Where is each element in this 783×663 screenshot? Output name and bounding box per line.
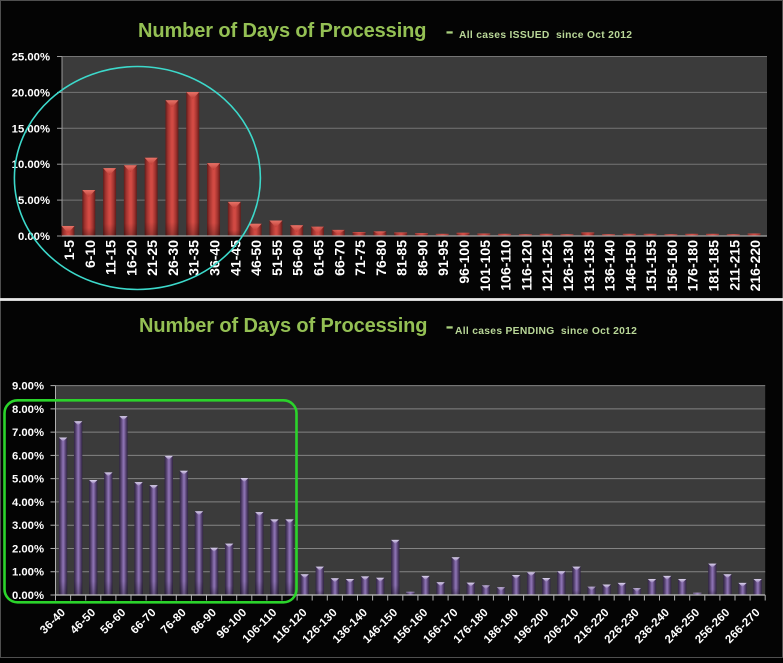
svg-text:66-70: 66-70 bbox=[331, 240, 347, 276]
svg-text:9.00%: 9.00% bbox=[12, 381, 44, 393]
svg-text:121-125: 121-125 bbox=[539, 240, 555, 292]
svg-text:4.00%: 4.00% bbox=[12, 497, 44, 509]
svg-text:16-20: 16-20 bbox=[123, 240, 139, 276]
svg-text:3.00%: 3.00% bbox=[12, 520, 44, 532]
svg-text:146-150: 146-150 bbox=[622, 240, 638, 292]
svg-text:26-30: 26-30 bbox=[165, 240, 181, 276]
svg-text:126-130: 126-130 bbox=[560, 240, 576, 292]
svg-text:25.00%: 25.00% bbox=[12, 52, 50, 64]
svg-text:61-65: 61-65 bbox=[310, 240, 326, 276]
svg-text:All cases PENDING since Oct 2: All cases PENDING since Oct 2012 bbox=[455, 326, 637, 337]
svg-text:56-60: 56-60 bbox=[290, 240, 306, 276]
svg-text:0.00%: 0.00% bbox=[18, 231, 50, 243]
svg-text:101-105: 101-105 bbox=[477, 240, 493, 292]
svg-text:51-55: 51-55 bbox=[269, 240, 285, 276]
svg-text:7.00%: 7.00% bbox=[12, 427, 44, 439]
svg-text:15.00%: 15.00% bbox=[12, 123, 50, 135]
svg-text:2.00%: 2.00% bbox=[12, 543, 44, 555]
svg-text:5.00%: 5.00% bbox=[18, 195, 50, 207]
svg-text:71-75: 71-75 bbox=[352, 240, 368, 276]
svg-text:6-10: 6-10 bbox=[82, 240, 98, 268]
svg-text:10.00%: 10.00% bbox=[12, 159, 50, 171]
svg-text:6.00%: 6.00% bbox=[12, 450, 44, 462]
svg-text:5.00%: 5.00% bbox=[12, 474, 44, 486]
svg-text:86-90: 86-90 bbox=[414, 240, 430, 276]
svg-text:131-135: 131-135 bbox=[581, 240, 597, 292]
svg-text:181-185: 181-185 bbox=[705, 240, 721, 292]
svg-text:156-160: 156-160 bbox=[664, 240, 680, 292]
svg-text:91-95: 91-95 bbox=[435, 240, 451, 276]
svg-text:36-40: 36-40 bbox=[207, 240, 223, 276]
svg-text:8.00%: 8.00% bbox=[12, 404, 44, 416]
svg-text:151-155: 151-155 bbox=[643, 240, 659, 292]
svg-text:21-25: 21-25 bbox=[144, 240, 160, 276]
svg-text:81-85: 81-85 bbox=[394, 240, 410, 276]
svg-text:136-140: 136-140 bbox=[602, 240, 618, 292]
svg-text:216-220: 216-220 bbox=[747, 240, 763, 292]
svg-text:1.00%: 1.00% bbox=[12, 567, 44, 579]
svg-text:All cases ISSUED since Oct 20: All cases ISSUED since Oct 2012 bbox=[459, 30, 632, 41]
svg-text:Number of Days of Processing: Number of Days of Processing bbox=[138, 20, 426, 42]
svg-text:1-5: 1-5 bbox=[61, 240, 77, 260]
svg-text:46-50: 46-50 bbox=[248, 240, 264, 276]
svg-text:0.00%: 0.00% bbox=[12, 590, 44, 602]
svg-text:20.00%: 20.00% bbox=[12, 87, 50, 99]
svg-text:31-35: 31-35 bbox=[186, 240, 202, 276]
svg-text:96-100: 96-100 bbox=[456, 240, 472, 284]
svg-text:76-80: 76-80 bbox=[373, 240, 389, 276]
svg-text:176-180: 176-180 bbox=[685, 240, 701, 292]
svg-text:Number of Days of Processing: Number of Days of Processing bbox=[139, 315, 427, 337]
svg-text:11-15: 11-15 bbox=[103, 240, 119, 275]
svg-text:41-45: 41-45 bbox=[227, 240, 243, 276]
svg-text:106-110: 106-110 bbox=[498, 240, 514, 291]
svg-text:116-120: 116-120 bbox=[518, 240, 534, 291]
svg-text:211-215: 211-215 bbox=[726, 240, 742, 291]
